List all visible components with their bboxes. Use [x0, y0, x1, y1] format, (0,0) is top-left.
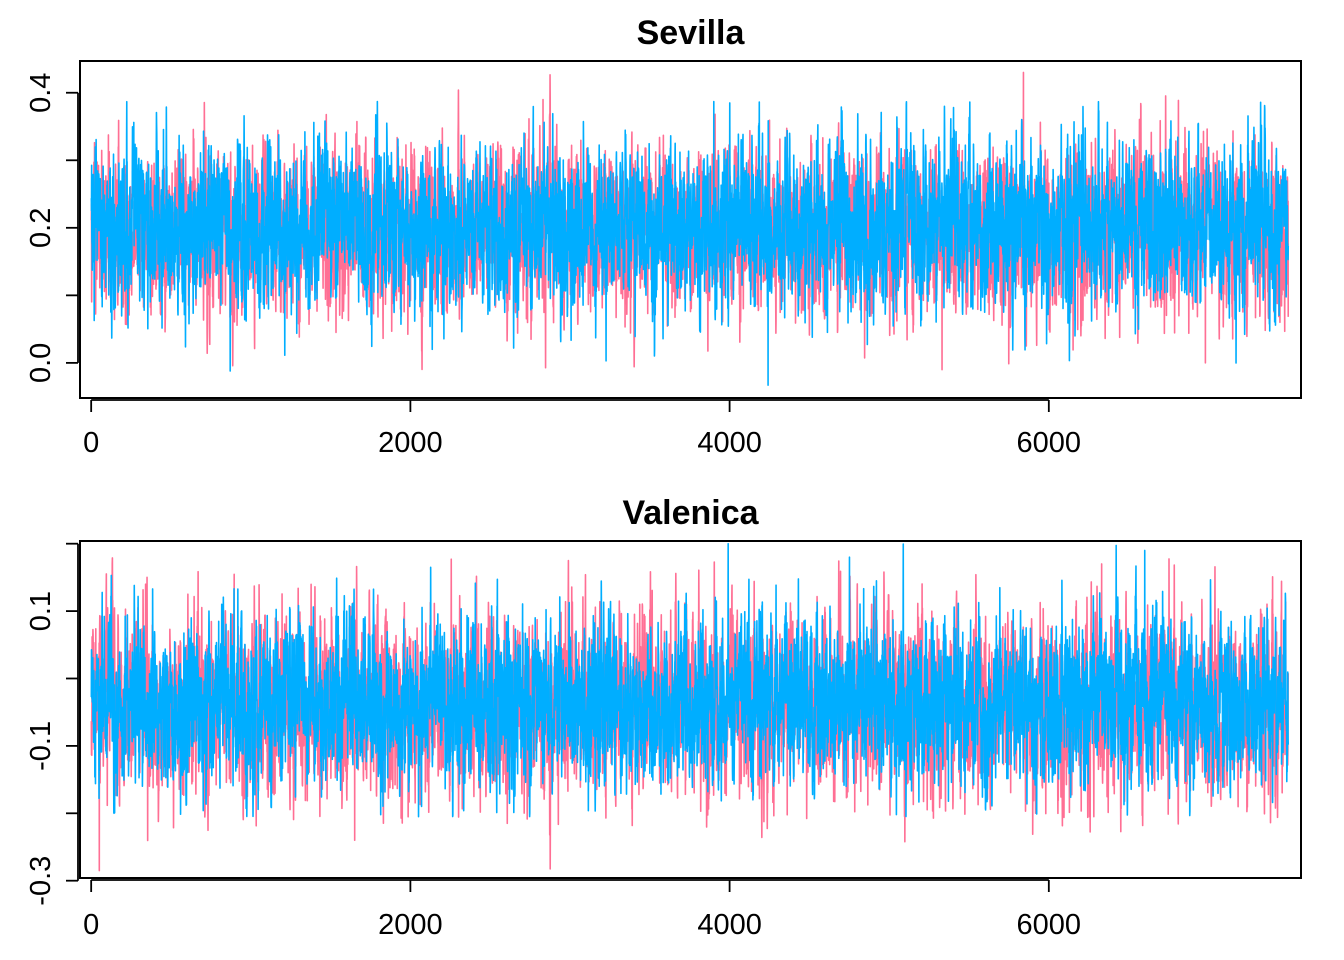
- x-tick-label: 6000: [1017, 909, 1082, 941]
- x-tick-label: 0: [83, 427, 99, 459]
- x-tick-label: 0: [83, 909, 99, 941]
- series-line-2: [90, 100, 1290, 386]
- sevilla-panel: Sevilla 0 2000 4000 6000 0.0 0.2 0.4: [25, 14, 1302, 459]
- chart-title: Valenica: [622, 494, 759, 532]
- y-tick-label: 0.4: [25, 73, 57, 113]
- x-tick-label: 4000: [697, 427, 762, 459]
- chart-title: Sevilla: [637, 14, 746, 52]
- y-tick-label: 0.2: [25, 208, 57, 248]
- x-tick-label: 6000: [1017, 427, 1082, 459]
- x-tick-label: 4000: [697, 909, 762, 941]
- series-line-2: [90, 542, 1290, 818]
- y-tick-label: 0.0: [25, 343, 57, 383]
- y-tick-label: 0.1: [25, 591, 57, 631]
- y-tick-label: -0.1: [25, 721, 57, 771]
- valenica-panel: Valenica 0 2000 4000 6000 -0.3 -0.1 0.1: [25, 494, 1302, 941]
- x-tick-label: 2000: [378, 427, 443, 459]
- y-tick-label: -0.3: [25, 856, 57, 906]
- x-tick-label: 2000: [378, 909, 443, 941]
- plot-frame: [79, 60, 1302, 399]
- plot-frame: [79, 540, 1302, 879]
